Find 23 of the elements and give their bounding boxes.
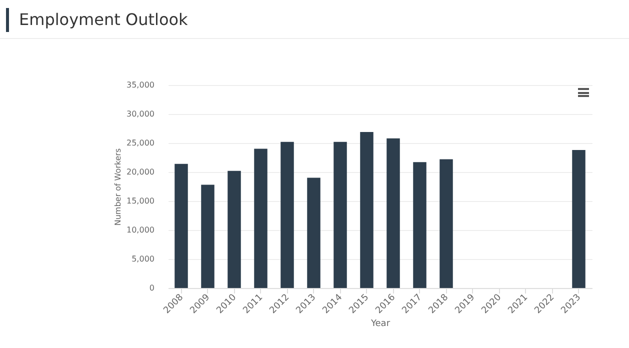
chart-title: Employment Outlook bbox=[6, 8, 188, 32]
bar bbox=[254, 148, 268, 288]
bar bbox=[334, 142, 347, 288]
y-axis-title: Number of Workers bbox=[114, 148, 123, 226]
bar bbox=[201, 184, 214, 288]
y-tick-label: 0 bbox=[149, 284, 154, 292]
bar bbox=[280, 142, 294, 288]
y-tick-label: 35,000 bbox=[126, 80, 154, 90]
y-tick-label: 15,000 bbox=[126, 196, 154, 206]
bar bbox=[174, 164, 188, 288]
bar bbox=[360, 132, 374, 288]
y-tick-label: 20,000 bbox=[126, 168, 154, 176]
bar bbox=[228, 170, 241, 288]
y-tick-label: 25,000 bbox=[126, 138, 154, 148]
bar bbox=[307, 178, 320, 288]
y-tick-label: 10,000 bbox=[126, 226, 154, 234]
bar bbox=[572, 150, 586, 288]
y-tick-label: 30,000 bbox=[126, 110, 154, 118]
bar bbox=[386, 138, 400, 288]
bar bbox=[440, 159, 453, 288]
bar bbox=[413, 162, 426, 288]
x-axis-title: Year bbox=[370, 319, 390, 330]
y-tick-label: 5,000 bbox=[132, 254, 154, 264]
